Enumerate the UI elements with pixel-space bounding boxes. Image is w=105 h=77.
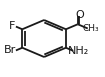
Text: Br: Br (4, 45, 16, 55)
Text: NH₂: NH₂ (68, 46, 89, 56)
Text: O: O (76, 10, 84, 20)
Text: CH₃: CH₃ (82, 24, 99, 33)
Text: F: F (9, 21, 15, 31)
